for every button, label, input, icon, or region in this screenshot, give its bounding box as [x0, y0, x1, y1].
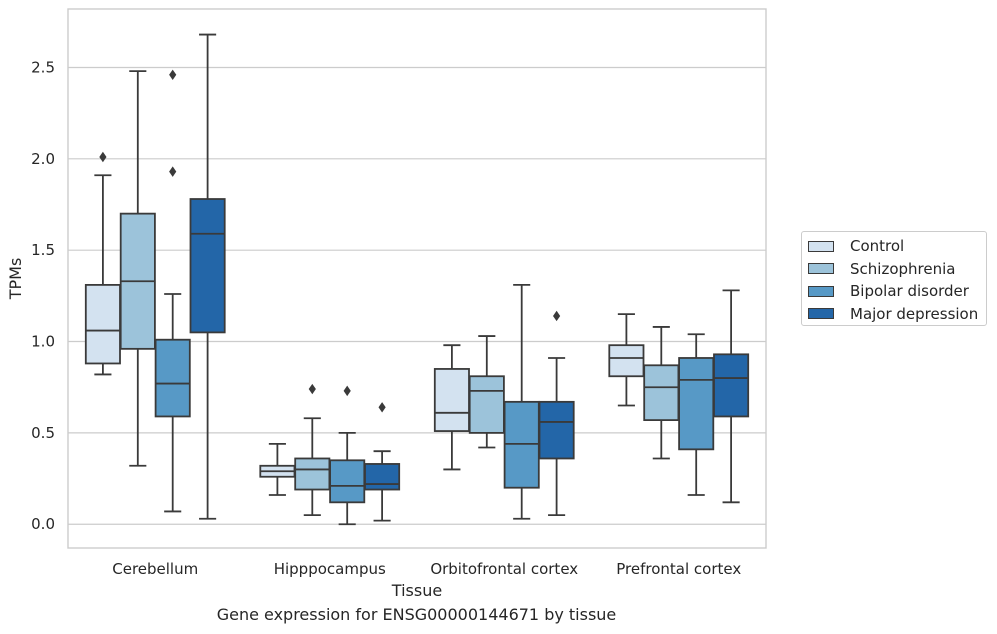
box-control: [84, 151, 121, 376]
legend-item: Major depression: [808, 303, 986, 326]
legend-swatch: [808, 240, 834, 252]
legend-item: Schizophrenia: [808, 258, 986, 281]
box-schizophrenia: [468, 335, 505, 449]
box-control: [433, 344, 470, 471]
box-iqr: [643, 364, 680, 422]
box-iqr: [468, 375, 505, 434]
box-bipolar-disorder: [329, 385, 366, 526]
legend-swatch: [808, 308, 834, 320]
outlier-marker: [169, 69, 177, 80]
x-tick-label: Orbitofrontal cortex: [430, 560, 578, 578]
box-iqr: [608, 344, 645, 378]
box-major-depression: [713, 289, 750, 504]
box-iqr: [294, 457, 331, 491]
x-tick-label: Prefrontal cortex: [616, 560, 741, 578]
box-iqr: [678, 357, 715, 451]
box-bipolar-disorder: [154, 69, 191, 513]
box-bipolar-disorder: [678, 333, 715, 496]
y-tick-label: 0.5: [31, 424, 55, 442]
y-tick-label: 2.0: [31, 150, 55, 168]
legend-label: Control: [850, 237, 905, 256]
box-iqr: [713, 353, 750, 418]
box-control: [608, 313, 645, 407]
box-iqr: [364, 463, 401, 491]
legend-label: Bipolar disorder: [850, 282, 969, 301]
box-major-depression: [364, 402, 401, 522]
legend-item: Control: [808, 235, 986, 258]
outlier-marker: [553, 310, 561, 322]
y-axis-label: TPMs: [6, 258, 25, 301]
legend-label: Major depression: [850, 304, 979, 323]
x-axis-label: Tissue: [391, 581, 442, 600]
legend-swatch: [808, 263, 834, 275]
legend-swatch: [808, 285, 834, 297]
box-iqr: [538, 400, 575, 460]
y-tick-label: 1.5: [31, 241, 55, 259]
figure-caption: Gene expression for ENSG00000144671 by t…: [216, 605, 617, 624]
legend: Control Schizophrenia Bipolar disorder Majo…: [801, 231, 987, 326]
box-control: [259, 442, 296, 496]
y-tick-label: 2.5: [31, 58, 55, 76]
box-major-depression: [538, 310, 575, 517]
box-iqr: [154, 338, 191, 418]
box-iqr: [189, 198, 226, 334]
box-iqr: [503, 400, 540, 489]
legend-item: Bipolar disorder: [808, 280, 986, 303]
x-tick-label: Hipppocampus: [274, 560, 386, 578]
y-tick-label: 0.0: [31, 515, 55, 533]
outlier-marker: [378, 402, 386, 413]
y-tick-label: 1.0: [31, 333, 55, 351]
box-major-depression: [189, 33, 226, 520]
box-iqr: [433, 368, 470, 432]
box-schizophrenia: [643, 326, 680, 460]
plot-frame: [67, 8, 767, 549]
box-bipolar-disorder: [503, 283, 540, 520]
outlier-marker: [99, 151, 107, 163]
outlier-marker: [169, 166, 177, 177]
outlier-marker: [343, 385, 351, 397]
outlier-marker: [308, 383, 316, 395]
legend-label: Schizophrenia: [850, 259, 956, 278]
box-iqr: [84, 283, 121, 365]
box-schizophrenia: [119, 70, 156, 467]
box-schizophrenia: [294, 383, 331, 517]
box-iqr: [329, 459, 366, 504]
x-tick-label: Cerebellum: [112, 560, 198, 578]
